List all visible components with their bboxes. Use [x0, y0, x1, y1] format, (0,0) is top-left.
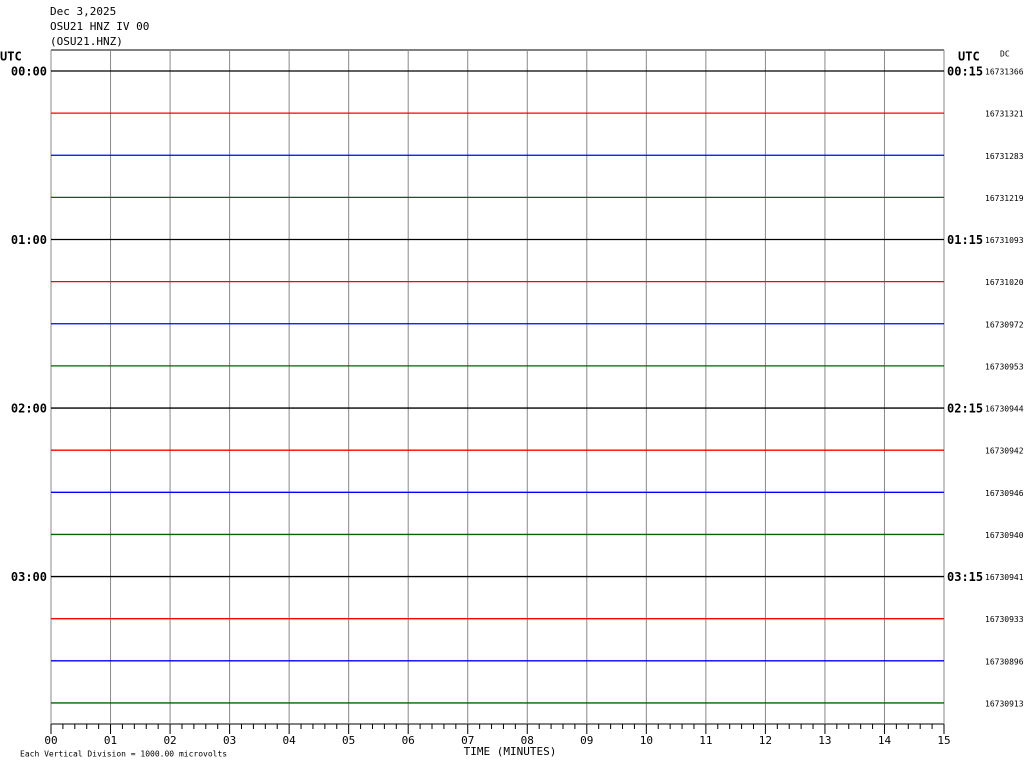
dc-offset: 16730942: [985, 447, 1024, 456]
hour-label-right: 01:15: [947, 233, 983, 247]
footnote: Each Vertical Division = 1000.00 microvo…: [20, 750, 227, 759]
date: Dec 3,2025: [50, 5, 116, 18]
x-tick-label: 15: [937, 734, 950, 747]
x-tick-label: 07: [461, 734, 474, 747]
dc-offset: 16730944: [985, 405, 1024, 414]
station: OSU21 HNZ IV 00: [50, 20, 149, 33]
dc-offset: 16731283: [985, 152, 1024, 161]
x-tick-label: 00: [44, 734, 57, 747]
hour-label-left: 01:00: [11, 233, 47, 247]
hour-label-left: 00:00: [11, 65, 47, 79]
hour-label-right: 00:15: [947, 65, 983, 79]
hour-label-left: 03:00: [11, 570, 47, 584]
x-axis-label: TIME (MINUTES): [464, 745, 557, 758]
hour-label-right: 03:15: [947, 570, 983, 584]
dc-offset: 16730953: [985, 362, 1024, 371]
x-tick-label: 02: [163, 734, 176, 747]
dc-offset: 16730946: [985, 489, 1024, 498]
right-axis-label: UTC: [958, 50, 980, 64]
dc-offset: 16730940: [985, 531, 1024, 540]
dc-offset: 16730896: [985, 657, 1024, 666]
x-tick-label: 06: [402, 734, 415, 747]
dc-label: DC: [1000, 50, 1010, 59]
channel: (OSU21.HNZ): [50, 35, 123, 48]
dc-offset: 16730913: [985, 699, 1024, 708]
hour-label-left: 02:00: [11, 402, 47, 416]
dc-offset: 16731321: [985, 110, 1024, 119]
x-tick-label: 09: [580, 734, 593, 747]
x-tick-label: 01: [104, 734, 117, 747]
x-tick-label: 05: [342, 734, 355, 747]
x-tick-label: 12: [759, 734, 772, 747]
x-tick-label: 13: [818, 734, 831, 747]
dc-offset: 16731219: [985, 194, 1024, 203]
x-tick-label: 11: [699, 734, 712, 747]
left-axis-label: UTC: [0, 50, 22, 64]
x-tick-label: 04: [283, 734, 297, 747]
dc-offset: 16730941: [985, 573, 1024, 582]
dc-offset: 16731093: [985, 236, 1024, 245]
dc-offset: 16730972: [985, 320, 1024, 329]
dc-offset: 16731020: [985, 278, 1024, 287]
x-tick-label: 03: [223, 734, 236, 747]
dc-offset: 16731366: [985, 68, 1024, 77]
dc-offset: 16730933: [985, 615, 1024, 624]
hour-label-right: 02:15: [947, 402, 983, 416]
x-tick-label: 08: [521, 734, 534, 747]
x-tick-label: 14: [878, 734, 892, 747]
x-tick-label: 10: [640, 734, 653, 747]
